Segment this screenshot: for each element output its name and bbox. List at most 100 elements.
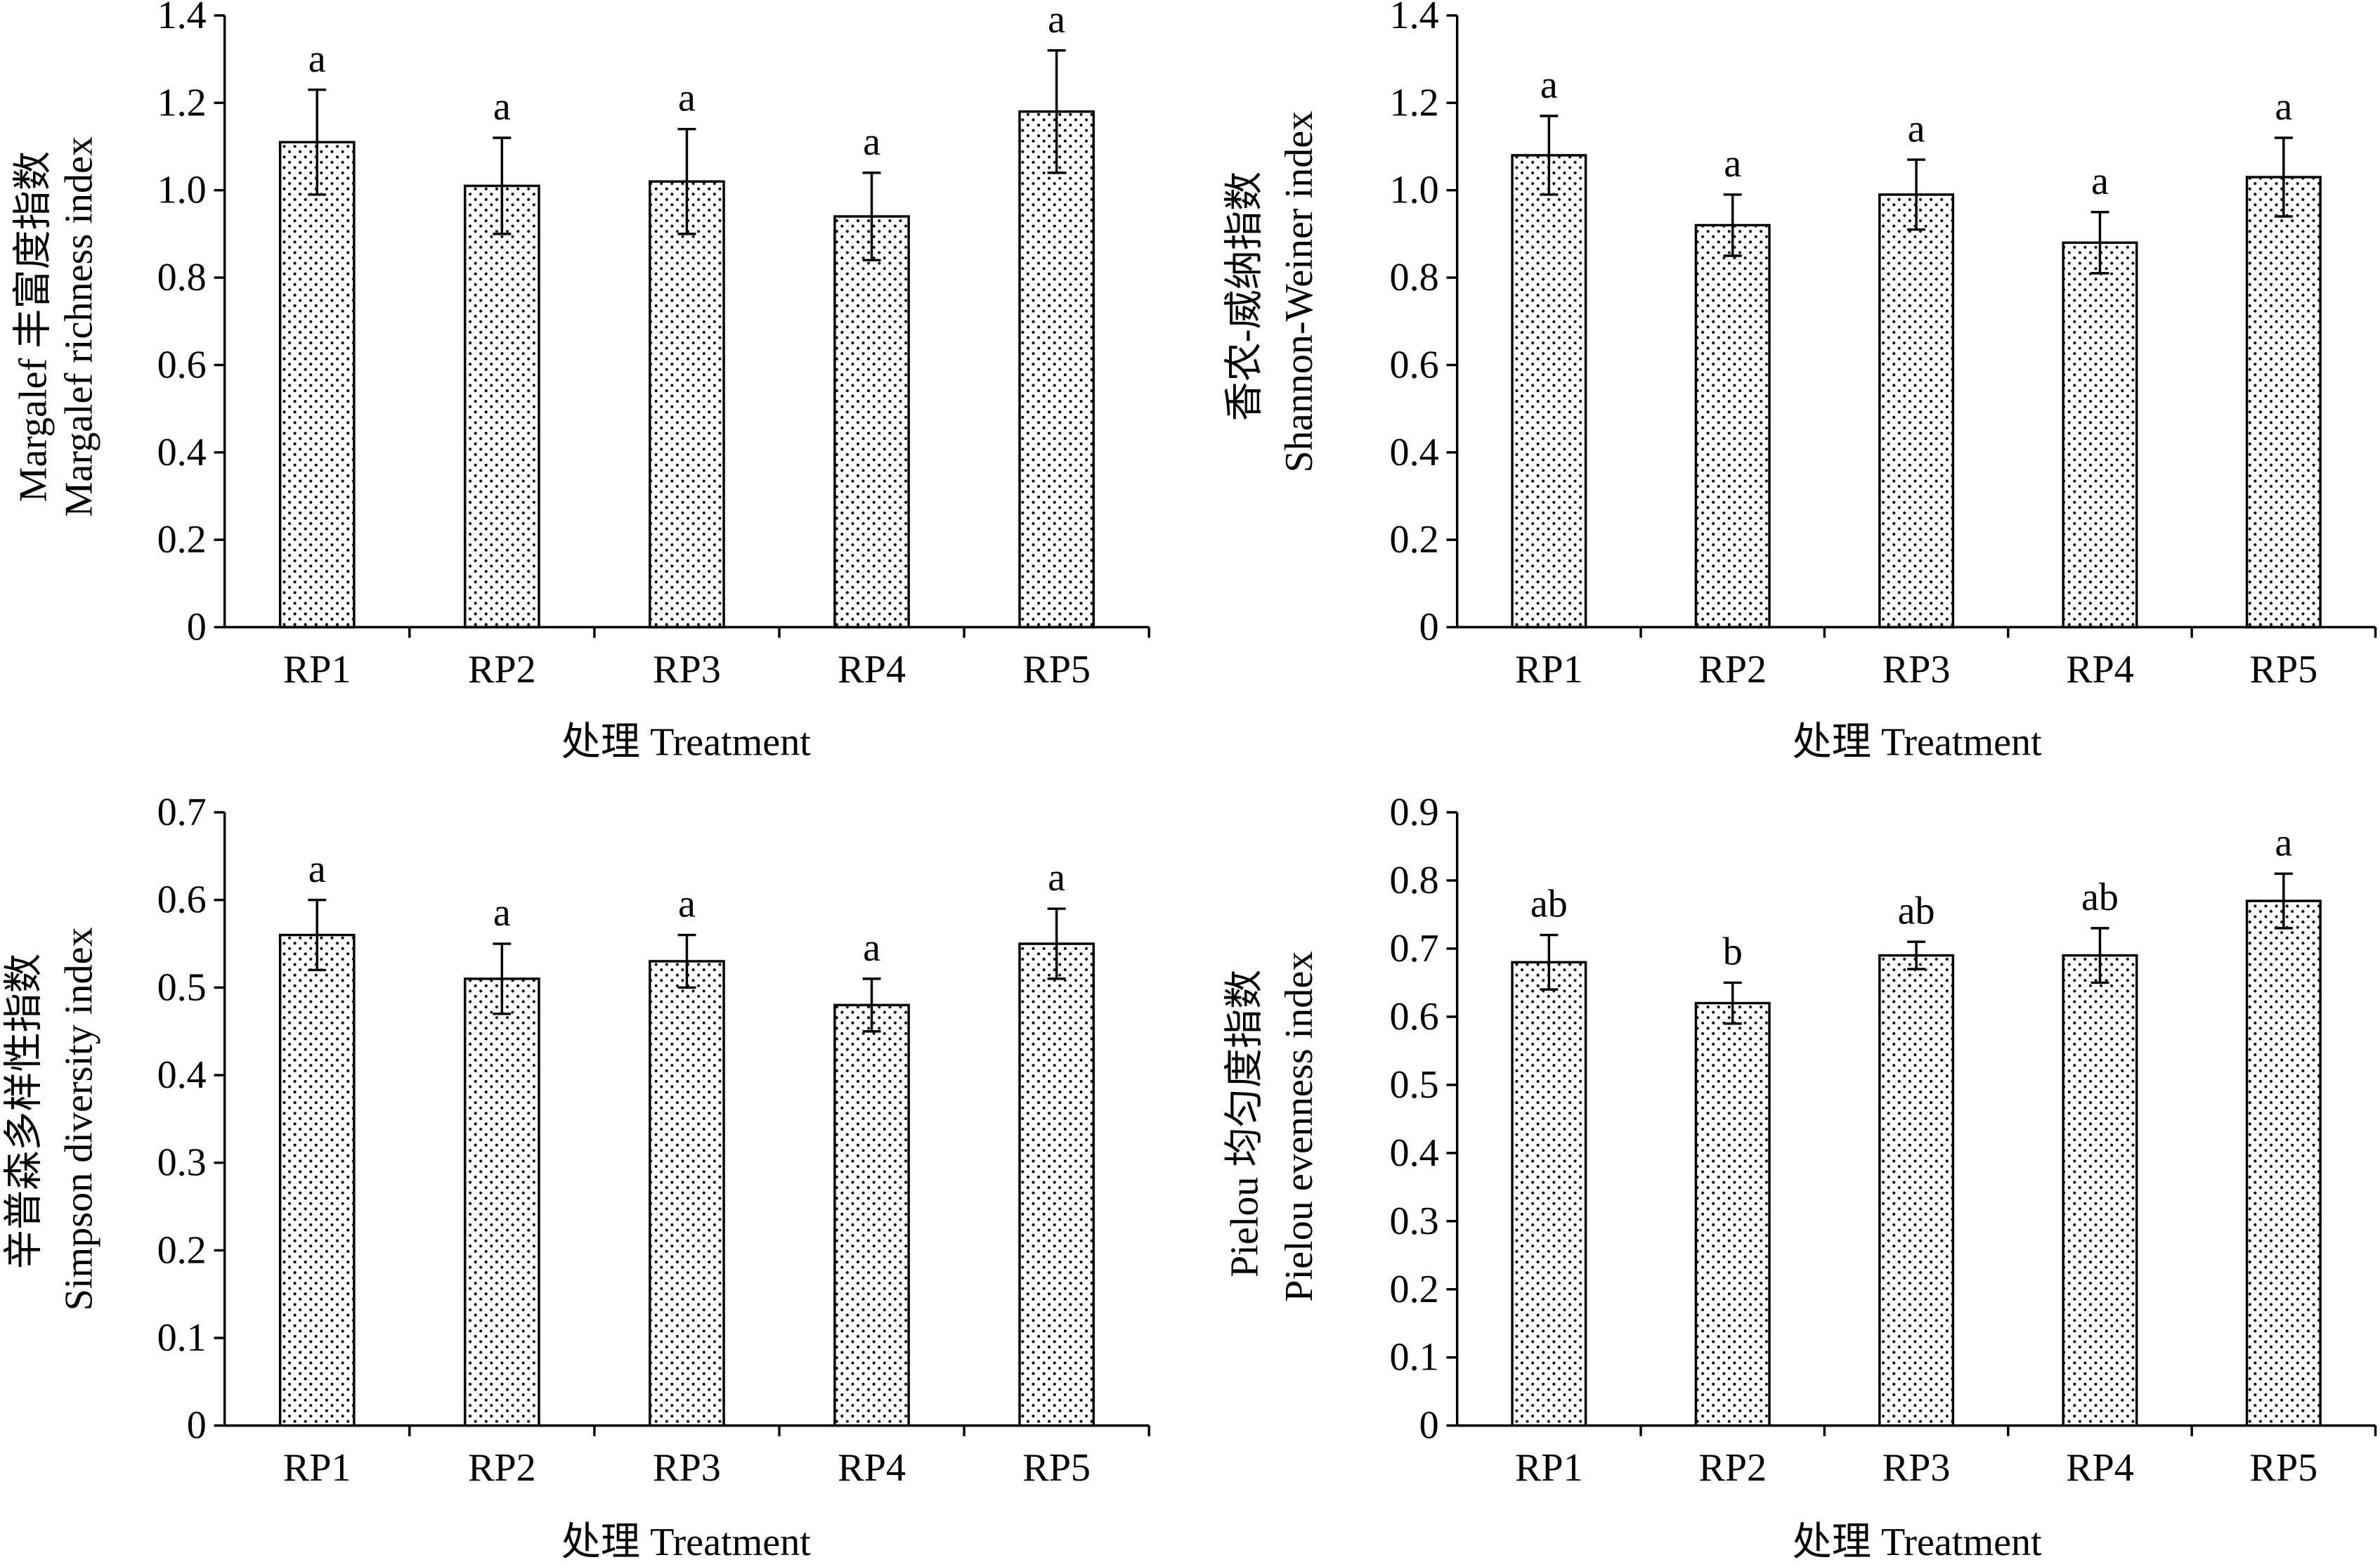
significance-letter: a <box>863 120 880 164</box>
x-tick-label: RP5 <box>2249 648 2317 691</box>
bar-rp3 <box>1878 193 1955 629</box>
x-tick-label: RP1 <box>283 1446 351 1490</box>
y-tick-label: 1.4 <box>157 0 207 37</box>
chart-simpson-diversity: 辛普森多样性指数 Simpson diversity index 处理 Trea… <box>3 791 1150 1564</box>
x-axis-label: 处理 Treatment <box>561 1521 812 1564</box>
significance-letter: a <box>2275 821 2292 864</box>
significance-letter: a <box>1540 63 1558 107</box>
x-axis-label: 处理 Treatment <box>1793 721 2043 765</box>
y-tick-label: 0.1 <box>1390 1336 1439 1379</box>
y-tick-label: 0.7 <box>1390 927 1439 970</box>
y-tick-label: 0.8 <box>1390 859 1439 902</box>
x-tick-label: RP3 <box>653 648 721 691</box>
y-axis-label-en: Simpson diversity index <box>57 927 100 1311</box>
y-tick-label: 0.3 <box>1390 1199 1439 1243</box>
y-tick-label: 0.6 <box>1390 343 1439 386</box>
y-tick-label: 0.4 <box>1390 1131 1439 1175</box>
y-tick-label: 0 <box>1419 1404 1439 1448</box>
y-tick-label: 1.0 <box>1390 169 1439 212</box>
significance-letter: a <box>1724 142 1741 186</box>
bar-rp2 <box>1694 1001 1771 1427</box>
y-tick-label: 0.4 <box>157 1053 207 1097</box>
y-tick-label: 0.5 <box>157 965 207 1009</box>
bar-rp1 <box>278 933 356 1427</box>
significance-letter: a <box>1048 0 1065 41</box>
x-tick-label: RP2 <box>468 1446 536 1490</box>
chart-pielou-evenness: Pielou 均匀度指数 Pielou evenness index 处理 Tr… <box>1223 791 2377 1564</box>
x-tick-label: RP5 <box>2249 1446 2317 1490</box>
x-tick-label: RP4 <box>838 1446 906 1490</box>
x-axis-label: 处理 Treatment <box>561 721 812 765</box>
x-tick-label: RP3 <box>1882 1446 1951 1490</box>
significance-letter: a <box>863 926 880 970</box>
y-tick-label: 0.4 <box>157 431 207 474</box>
bar-rp2 <box>463 977 540 1427</box>
y-tick-label: 0.4 <box>1390 431 1439 474</box>
significance-letter: a <box>308 37 326 81</box>
bar-rp5 <box>2245 176 2322 629</box>
bar-rp2 <box>463 184 540 629</box>
y-axis-label-cn: Margalef 丰富度指数 <box>12 151 56 502</box>
significance-letter: a <box>2091 160 2109 203</box>
chart-marks: 0 0.2 0.4 0.6 0.8 1.0 1.2 1.4 a RP1 a RP2 a RP3 a RP4 a R… <box>1390 0 2377 691</box>
y-tick-label: 1.2 <box>157 81 207 124</box>
x-tick-label: RP2 <box>1698 1446 1767 1490</box>
chart-marks: 0 0.1 0.2 0.3 0.4 0.5 0.6 0.7 a RP1 a RP2 a RP3 a RP4 a R… <box>157 791 1150 1490</box>
y-tick-label: 0.1 <box>157 1316 207 1360</box>
bar-rp2 <box>1694 223 1771 629</box>
y-tick-label: 0.2 <box>157 518 207 561</box>
bar-rp4 <box>2062 954 2138 1427</box>
x-tick-label: RP5 <box>1022 648 1091 691</box>
bar-rp3 <box>649 180 725 629</box>
significance-letter: b <box>1723 930 1743 974</box>
significance-letter: a <box>1908 107 1925 150</box>
y-axis-label-cn: 辛普森多样性指数 <box>3 954 46 1269</box>
x-tick-label: RP1 <box>1515 648 1583 691</box>
x-tick-label: RP5 <box>1022 1446 1091 1490</box>
y-tick-label: 0.8 <box>157 256 207 299</box>
y-tick-label: 1.4 <box>1390 0 1439 37</box>
bar-rp5 <box>1018 110 1095 629</box>
bar-rp1 <box>1511 961 1587 1427</box>
bar-rp4 <box>833 1003 910 1427</box>
x-tick-label: RP4 <box>2066 648 2134 691</box>
y-tick-label: 0.3 <box>157 1141 207 1185</box>
bar-rp4 <box>2062 241 2138 629</box>
y-axis-label-en: Shannon-Weiner index <box>1277 111 1321 473</box>
y-tick-label: 0.5 <box>1390 1063 1439 1107</box>
significance-letter: a <box>678 77 696 120</box>
y-tick-label: 0.2 <box>1390 518 1439 561</box>
x-tick-label: RP2 <box>1698 648 1767 691</box>
bar-rp1 <box>278 141 356 629</box>
y-tick-label: 0.2 <box>157 1228 207 1272</box>
y-tick-label: 0.9 <box>1390 791 1439 834</box>
x-tick-label: RP1 <box>1515 1446 1583 1490</box>
y-tick-label: 0.7 <box>157 791 207 834</box>
x-tick-label: RP4 <box>838 648 906 691</box>
significance-letter: a <box>1048 856 1065 899</box>
y-axis-label-cn: 香农-威纳指数 <box>1223 171 1266 422</box>
chart-margalef-richness: Margalef 丰富度指数 Margalef richness index 处… <box>12 0 1150 765</box>
chart-shannon-weiner: 香农-威纳指数 Shannon-Weiner index 处理 Treatmen… <box>1223 0 2377 765</box>
significance-letter: a <box>493 891 511 935</box>
y-axis-label-en: Margalef richness index <box>57 136 100 517</box>
y-tick-label: 1.0 <box>157 169 207 212</box>
significance-letter: a <box>493 85 511 129</box>
bar-rp5 <box>2245 899 2322 1427</box>
x-tick-label: RP1 <box>283 648 351 691</box>
chart-marks: 0 0.1 0.2 0.3 0.4 0.5 0.6 0.7 0.8 0.9 ab RP1 b RP2 ab R… <box>1390 791 2377 1490</box>
y-tick-label: 0 <box>187 1404 207 1448</box>
y-tick-label: 0.2 <box>1390 1268 1439 1311</box>
x-tick-label: RP2 <box>468 648 536 691</box>
x-tick-label: RP3 <box>1882 648 1951 691</box>
bar-rp4 <box>833 215 910 629</box>
x-tick-label: RP3 <box>653 1446 721 1490</box>
x-tick-label: RP4 <box>2066 1446 2134 1490</box>
significance-letter: ab <box>1898 889 1935 932</box>
significance-letter: ab <box>2081 876 2119 919</box>
significance-letter: ab <box>1530 883 1568 926</box>
y-tick-label: 0.6 <box>157 878 207 922</box>
y-tick-label: 0.6 <box>157 343 207 386</box>
y-tick-label: 0 <box>1419 606 1439 649</box>
